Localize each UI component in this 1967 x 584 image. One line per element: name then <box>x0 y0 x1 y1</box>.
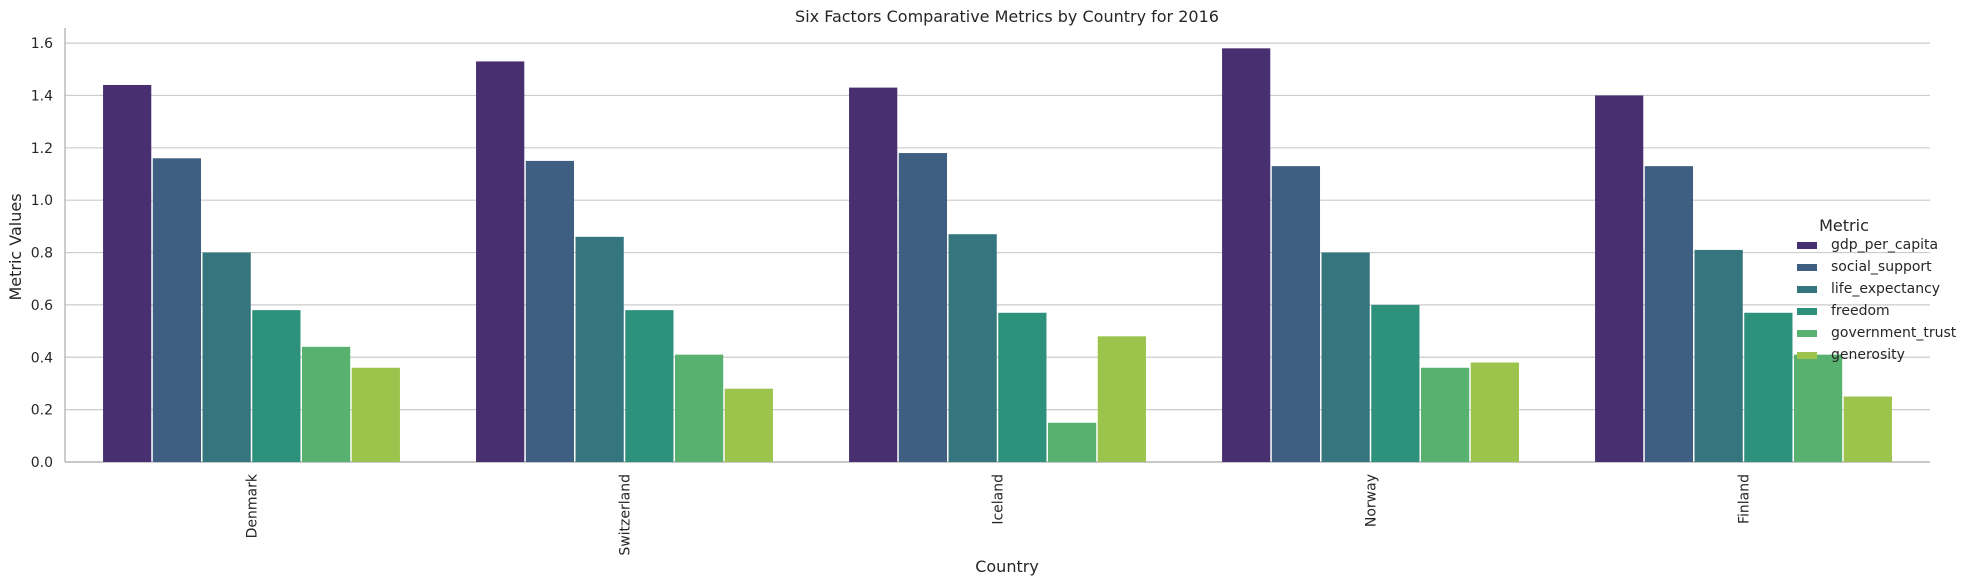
bar-finland-social-support <box>1644 166 1694 463</box>
legend-swatch <box>1797 308 1817 315</box>
bar-denmark-freedom <box>252 310 301 462</box>
bar-switzerland-gdp-per-capita <box>476 61 525 462</box>
legend-swatch <box>1797 330 1817 337</box>
bar-denmark-generosity <box>351 367 400 462</box>
bars-layer <box>103 48 1892 463</box>
bar-finland-freedom <box>1744 312 1793 462</box>
bar-switzerland-life-expectancy <box>575 236 624 462</box>
ticks-layer: 0.0 0.2 0.4 0.6 0.8 1.0 1.2 1.4 1.6 Denmark Switze… <box>31 36 1753 556</box>
legend-label: generosity <box>1831 347 1905 363</box>
bar-norway-social-support <box>1271 166 1321 463</box>
y-tick-label: 1.6 <box>31 36 53 52</box>
y-tick-label: 0.0 <box>31 455 53 471</box>
bar-norway-government-trust <box>1420 367 1470 462</box>
chart-title: Six Factors Comparative Metrics by Count… <box>795 7 1219 26</box>
bar-denmark-government-trust <box>301 346 351 462</box>
y-axis-title: Metric Values <box>6 193 25 300</box>
bar-denmark-life-expectancy <box>202 252 251 462</box>
y-tick-label: 0.4 <box>31 350 53 366</box>
bar-switzerland-freedom <box>625 310 674 462</box>
bar-norway-freedom <box>1371 304 1420 462</box>
bar-iceland-government-trust <box>1047 422 1097 462</box>
legend-label: government_trust <box>1831 325 1957 341</box>
legend-swatch <box>1797 242 1817 249</box>
y-tick-label: 1.2 <box>31 141 53 157</box>
bar-iceland-gdp-per-capita <box>849 87 898 462</box>
x-tick-label: Norway <box>1364 474 1380 527</box>
bar-switzerland-government-trust <box>674 354 724 462</box>
legend: Metric gdp_per_capita social_support life_… <box>1797 216 1957 363</box>
bar-norway-generosity <box>1470 362 1519 462</box>
bar-iceland-social-support <box>898 153 948 462</box>
bar-iceland-freedom <box>998 312 1047 462</box>
bar-denmark-gdp-per-capita <box>103 84 152 463</box>
bar-finland-gdp-per-capita <box>1595 95 1644 463</box>
x-tick-label: Denmark <box>245 473 261 538</box>
bar-iceland-life-expectancy <box>948 234 997 462</box>
bar-switzerland-social-support <box>525 160 575 462</box>
x-tick-label: Finland <box>1737 474 1753 524</box>
x-tick-label: Switzerland <box>618 474 634 556</box>
x-axis-title: Country <box>975 557 1039 576</box>
legend-items: gdp_per_capita social_support life_expecta… <box>1797 237 1957 363</box>
bar-norway-gdp-per-capita <box>1222 48 1271 463</box>
bar-finland-generosity <box>1843 396 1892 462</box>
bar-norway-life-expectancy <box>1321 252 1370 462</box>
legend-label: gdp_per_capita <box>1831 237 1938 253</box>
y-tick-label: 0.8 <box>31 246 53 262</box>
x-tick-label: Iceland <box>991 474 1007 525</box>
bar-finland-government-trust <box>1793 354 1843 462</box>
bar-switzerland-generosity <box>724 388 773 462</box>
legend-swatch <box>1797 264 1817 271</box>
bar-iceland-generosity <box>1097 336 1146 462</box>
bar-denmark-social-support <box>152 158 202 463</box>
y-tick-label: 1.4 <box>31 88 53 104</box>
y-tick-label: 0.6 <box>31 298 53 314</box>
legend-label: social_support <box>1831 259 1932 275</box>
y-tick-label: 1.0 <box>31 193 53 209</box>
legend-swatch <box>1797 352 1817 359</box>
legend-label: life_expectancy <box>1831 281 1940 297</box>
legend-title: Metric <box>1819 216 1869 235</box>
y-tick-label: 0.2 <box>31 403 53 419</box>
bar-finland-life-expectancy <box>1694 249 1743 462</box>
legend-swatch <box>1797 286 1817 293</box>
legend-label: freedom <box>1831 303 1890 319</box>
